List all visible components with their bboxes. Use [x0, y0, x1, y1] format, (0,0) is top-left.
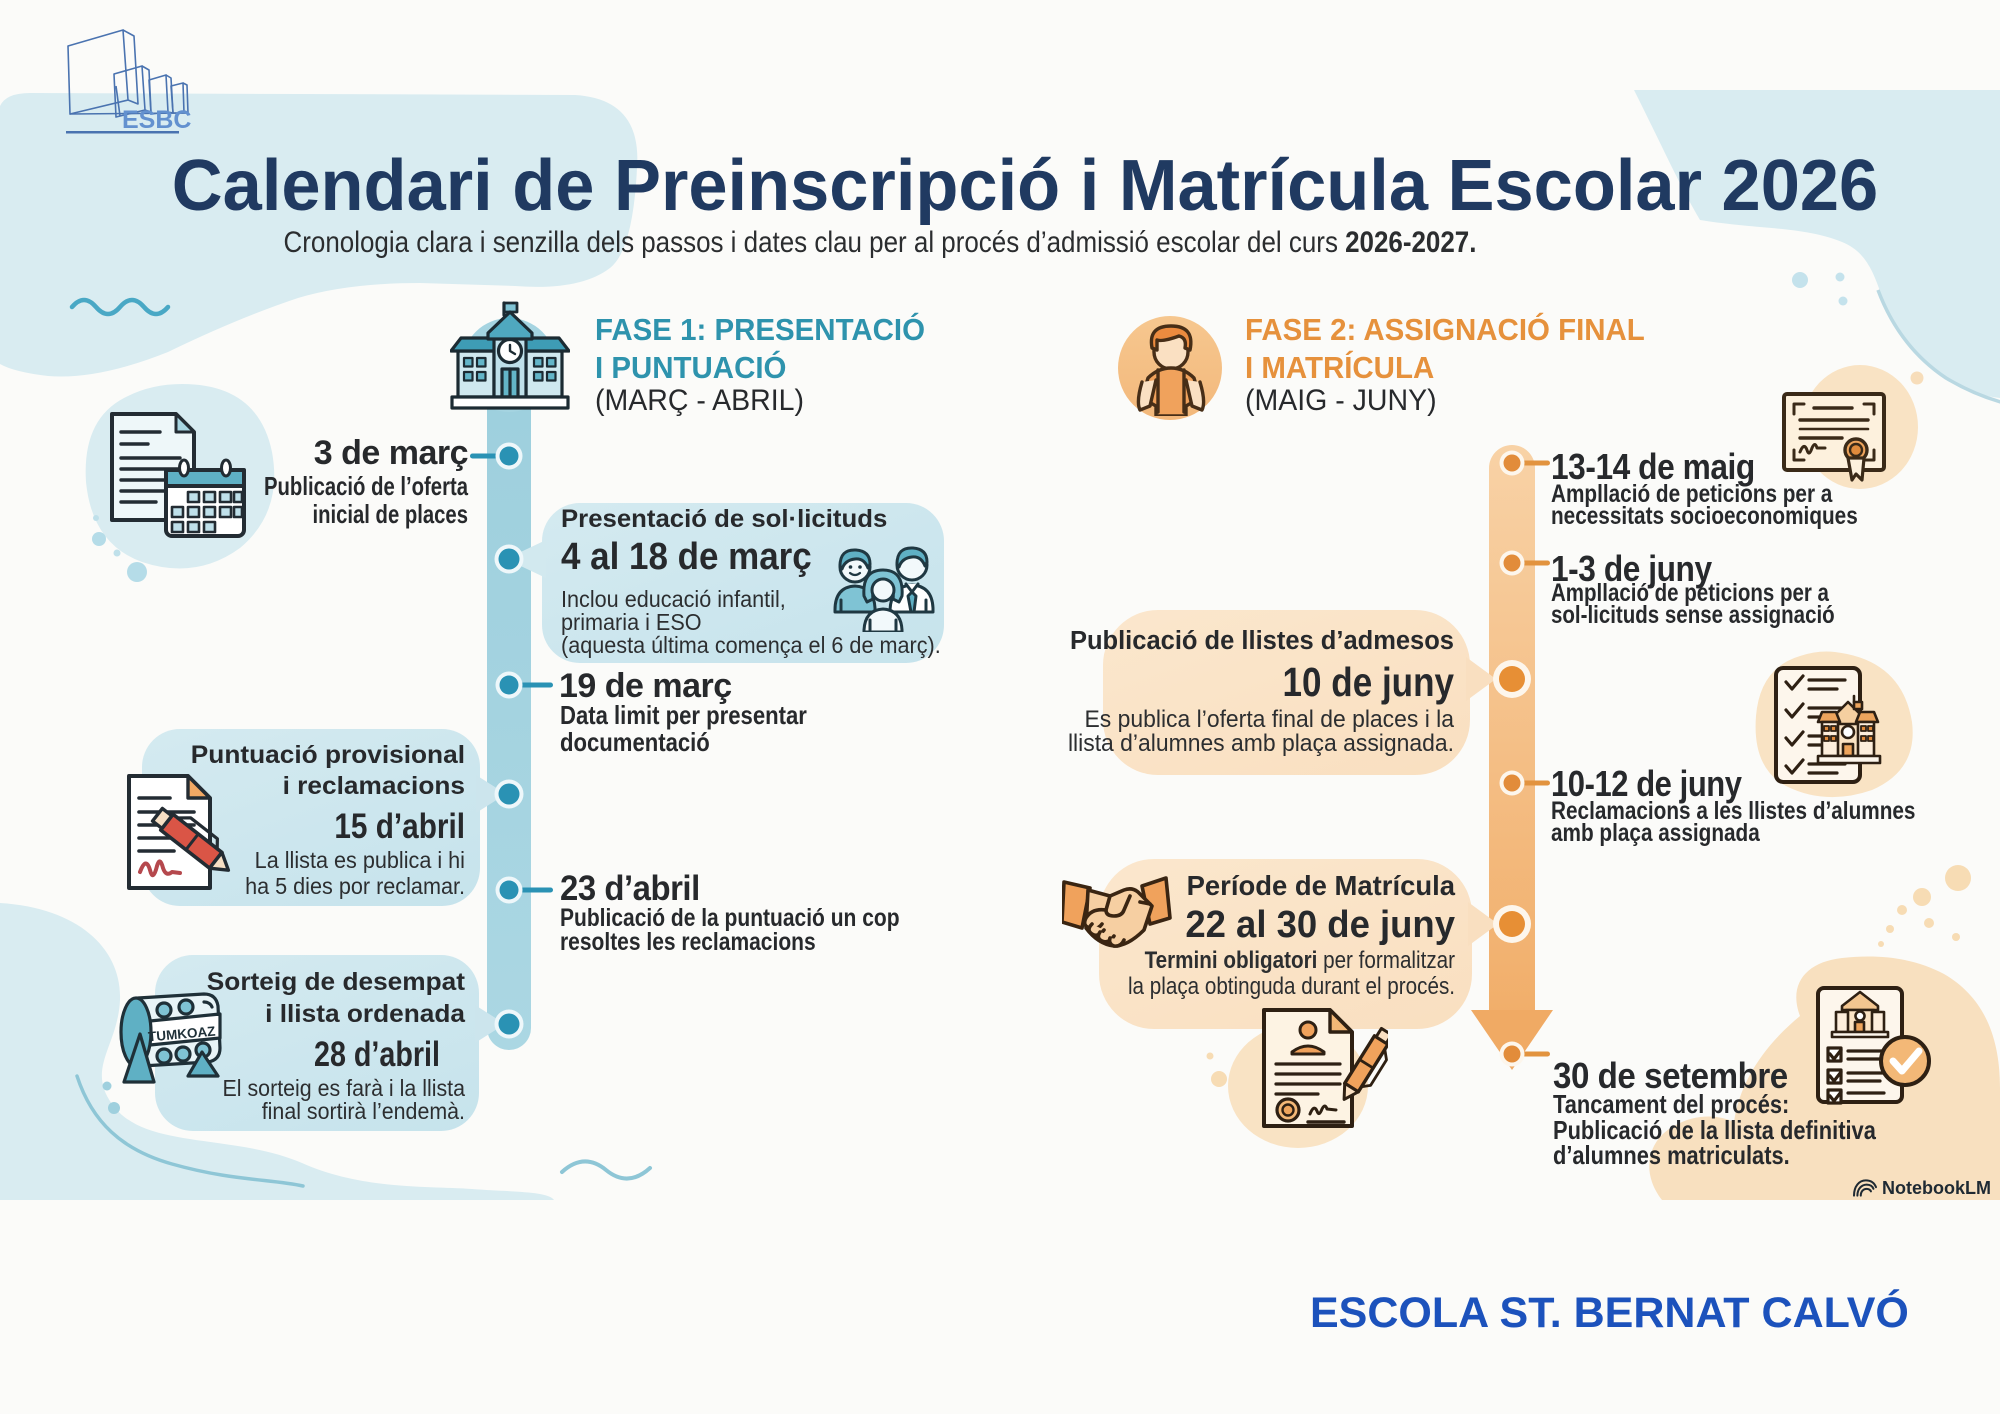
- svg-text:ESBC: ESBC: [122, 106, 191, 134]
- svg-text:TUMKOAZ: TUMKOAZ: [147, 1024, 216, 1045]
